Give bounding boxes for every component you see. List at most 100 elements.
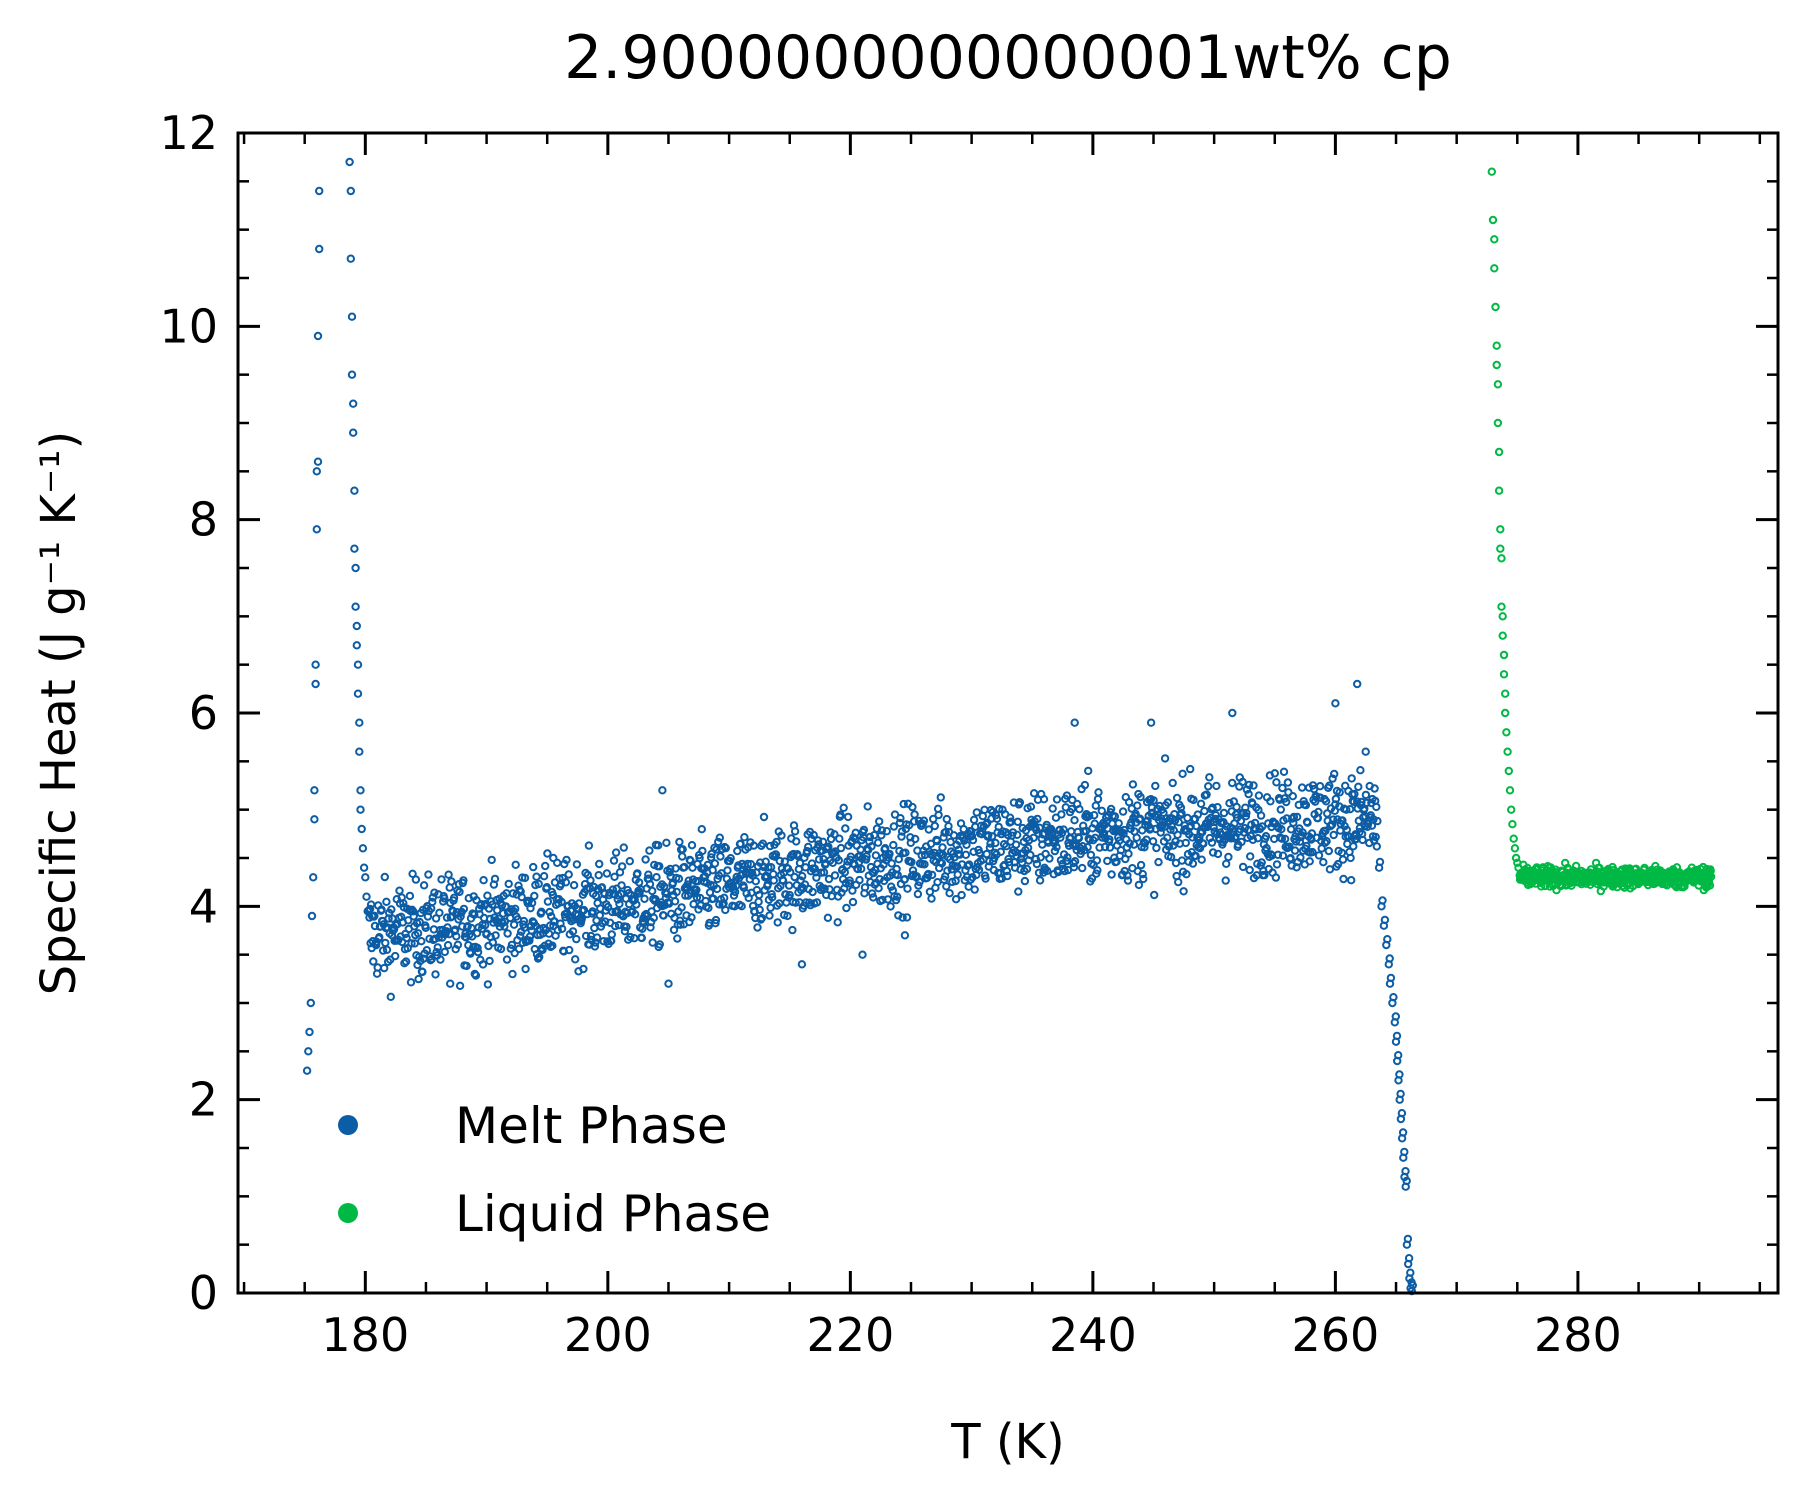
melt-point — [1123, 876, 1133, 885]
melt-point — [306, 998, 315, 1008]
liquid-point — [1498, 612, 1507, 621]
melt-point — [877, 831, 886, 840]
melt-point — [1005, 813, 1015, 822]
melt-point — [1063, 853, 1072, 862]
melt-point — [302, 1066, 312, 1075]
melt-point — [1354, 782, 1363, 791]
melt-point — [983, 818, 992, 827]
melt-point — [1285, 842, 1294, 851]
melt-point — [1329, 815, 1338, 824]
melt-point — [1020, 876, 1030, 886]
melt-point — [1026, 802, 1036, 811]
y-tick-label: 6 — [189, 686, 218, 740]
melt-point — [757, 913, 766, 923]
melt-point — [369, 957, 378, 966]
melt-point — [378, 946, 388, 955]
melt-point — [459, 876, 468, 885]
melt-point — [380, 872, 389, 882]
melt-point — [1123, 871, 1132, 880]
melt-point — [890, 810, 900, 819]
melt-point — [754, 897, 763, 906]
melt-point — [771, 850, 781, 859]
melt-point — [417, 937, 426, 946]
liquid-point — [1494, 447, 1504, 457]
melt-point — [716, 852, 725, 861]
melt-point — [1204, 782, 1213, 791]
melt-point — [586, 876, 595, 885]
melt-point — [375, 933, 384, 942]
melt-point — [1314, 851, 1324, 860]
liquid-point — [1496, 525, 1505, 534]
melt-point — [568, 927, 578, 936]
melt-point — [361, 873, 370, 882]
melt-point — [778, 876, 788, 885]
melt-point — [1403, 1234, 1413, 1244]
melt-point — [1139, 874, 1148, 884]
melt-point — [1290, 846, 1300, 855]
melt-point — [736, 839, 745, 848]
melt-point — [1193, 810, 1203, 819]
melt-point — [1160, 754, 1170, 763]
melt-point — [346, 186, 355, 196]
melt-point — [766, 903, 775, 912]
melt-point — [648, 886, 657, 896]
melt-point — [723, 866, 732, 875]
melt-point — [893, 870, 902, 880]
melt-point — [773, 918, 782, 927]
melt-point — [874, 884, 883, 893]
melt-point — [557, 924, 567, 933]
melt-point — [1078, 842, 1087, 851]
melt-point — [422, 946, 431, 955]
x-tick-label: 180 — [321, 1308, 409, 1362]
melt-point — [609, 856, 619, 865]
melt-point — [1315, 782, 1325, 791]
melt-point — [1362, 798, 1371, 808]
melt-point — [913, 889, 923, 899]
melt-point — [1286, 854, 1295, 863]
melt-point — [937, 859, 947, 868]
melt-point — [791, 898, 800, 907]
melt-point — [1150, 890, 1159, 900]
melt-point — [366, 900, 376, 909]
melt-point — [444, 870, 453, 879]
melt-point — [1350, 789, 1359, 799]
melt-point — [1246, 852, 1255, 861]
x-tick-label: 240 — [1049, 1308, 1137, 1362]
melt-point — [746, 860, 756, 869]
melt-point — [357, 824, 366, 834]
melt-point — [431, 970, 440, 979]
melt-point — [920, 860, 929, 869]
melt-point — [488, 900, 497, 909]
melt-point — [407, 939, 416, 948]
melt-point — [309, 873, 318, 882]
melt-point — [424, 870, 433, 879]
melt-point — [310, 786, 319, 795]
melt-point — [1070, 857, 1080, 866]
melt-point — [859, 825, 869, 835]
melt-point — [349, 428, 358, 437]
melt-point — [1057, 810, 1066, 819]
melt-point — [500, 917, 509, 926]
melt-point — [823, 913, 833, 922]
melt-point — [471, 971, 481, 980]
melt-point — [1128, 780, 1138, 789]
melt-point — [413, 929, 423, 938]
melt-point — [875, 875, 884, 884]
melt-point — [1289, 812, 1299, 822]
melt-point — [972, 808, 981, 817]
melt-point — [1402, 1176, 1411, 1186]
x-tick-label: 280 — [1534, 1308, 1622, 1362]
melt-point — [1273, 850, 1283, 859]
melt-point — [607, 930, 616, 939]
melt-point — [733, 846, 742, 856]
y-tick-label: 12 — [159, 106, 218, 160]
melt-point — [678, 845, 687, 854]
melt-point — [1251, 825, 1260, 834]
melt-point — [352, 641, 361, 650]
liquid-point — [1490, 264, 1499, 273]
melt-point — [974, 865, 984, 874]
melt-point — [631, 910, 640, 919]
melt-point — [883, 895, 893, 904]
melt-point — [356, 786, 365, 795]
melt-point — [783, 911, 792, 921]
